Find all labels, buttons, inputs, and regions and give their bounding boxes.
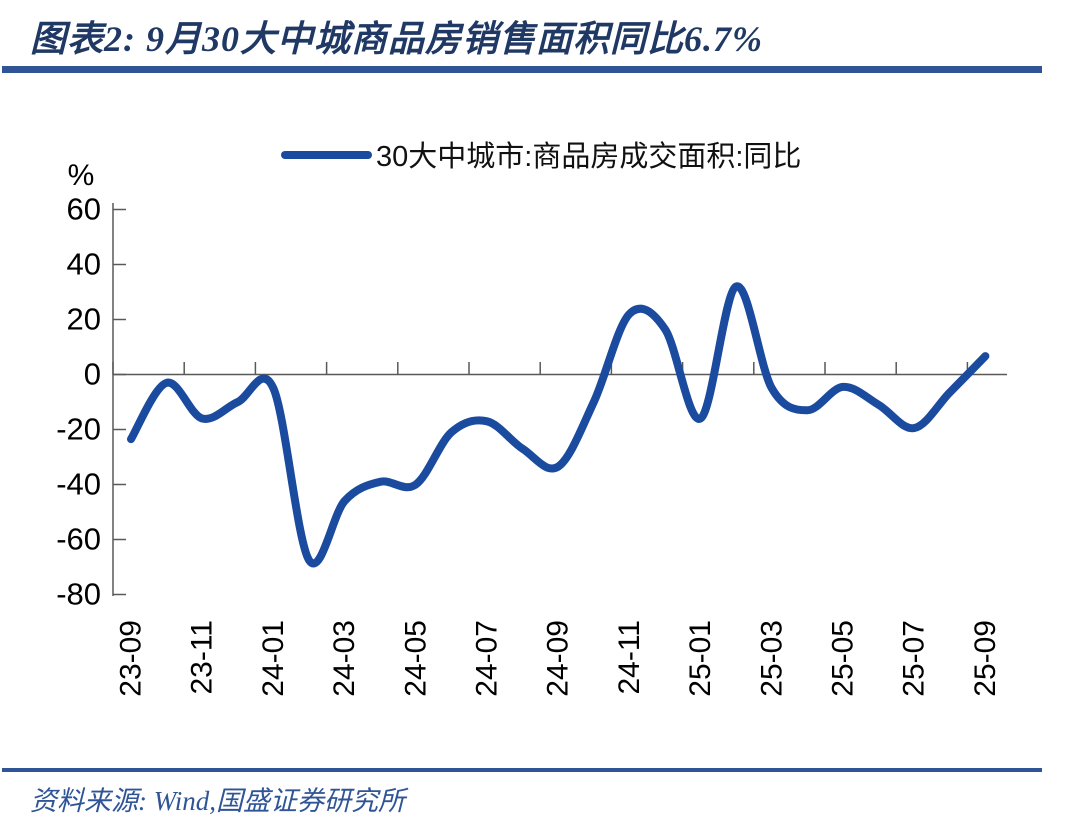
x-tick-label: 24-11 <box>613 620 646 695</box>
x-tick-label: 25-05 <box>827 620 860 697</box>
y-tick-label: -60 <box>56 522 101 557</box>
y-tick-label: -80 <box>56 577 101 612</box>
y-tick-label: 0 <box>84 357 101 392</box>
plot-area: 60 40 20 0 -20 -40 -60 -80 23-09 23-11 24-01 24-03 2… <box>56 192 1007 697</box>
title-divider <box>2 66 1042 73</box>
x-tick-label: 25-03 <box>755 620 788 697</box>
legend-label: 30大中城市:商品房成交面积:同比 <box>376 140 801 173</box>
y-axis-unit-label: % <box>68 159 95 192</box>
x-tick-label: 24-05 <box>399 620 432 697</box>
y-tick-label: -20 <box>56 412 101 447</box>
y-tick-label: 20 <box>67 302 101 337</box>
x-tick-label: 25-07 <box>898 620 931 697</box>
y-tick-label: -40 <box>56 467 101 502</box>
x-tick-label: 24-07 <box>471 620 504 697</box>
x-tick-label: 25-09 <box>969 620 1002 697</box>
figure-title: 图表2: 9月30大中城商品房销售面积同比6.7% <box>30 19 763 59</box>
y-tick-label: 60 <box>67 192 101 227</box>
x-tick-label: 24-09 <box>542 620 575 697</box>
footer-divider <box>2 768 1042 772</box>
series-line <box>127 282 990 568</box>
x-tick-label: 25-01 <box>684 620 717 697</box>
x-tick-label: 23-09 <box>115 620 148 697</box>
y-tick-label: 40 <box>67 247 101 282</box>
x-tick-label: 24-01 <box>257 620 290 697</box>
x-tick-label: 24-03 <box>328 620 361 697</box>
source-note: 资料来源: Wind,国盛证券研究所 <box>30 786 405 816</box>
x-tick-label: 23-11 <box>186 620 219 695</box>
